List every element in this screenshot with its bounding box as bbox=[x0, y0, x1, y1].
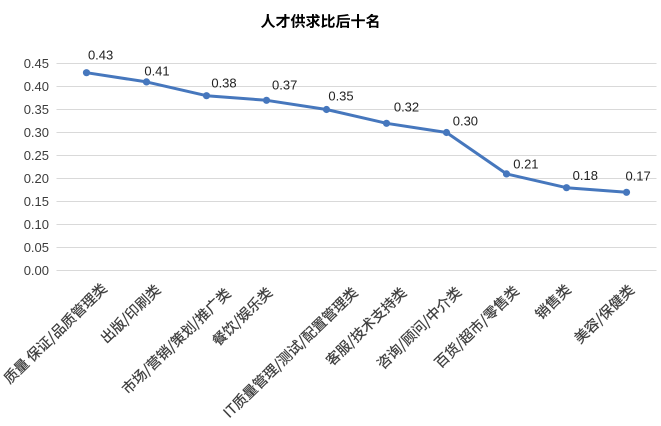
svg-text:0.00: 0.00 bbox=[24, 263, 49, 278]
svg-text:0.15: 0.15 bbox=[24, 194, 49, 209]
svg-text:0.30: 0.30 bbox=[453, 113, 478, 128]
svg-text:0.35: 0.35 bbox=[328, 89, 353, 104]
svg-text:0.45: 0.45 bbox=[24, 56, 49, 71]
svg-text:0.18: 0.18 bbox=[573, 168, 598, 183]
svg-text:0.20: 0.20 bbox=[24, 171, 49, 186]
svg-text:0.43: 0.43 bbox=[88, 48, 113, 63]
svg-text:0.38: 0.38 bbox=[211, 76, 236, 91]
svg-text:0.35: 0.35 bbox=[24, 102, 49, 117]
svg-text:0.32: 0.32 bbox=[394, 100, 419, 115]
svg-text:0.21: 0.21 bbox=[513, 156, 538, 171]
svg-text:0.05: 0.05 bbox=[24, 240, 49, 255]
svg-text:0.25: 0.25 bbox=[24, 148, 49, 163]
svg-text:0.37: 0.37 bbox=[272, 78, 297, 93]
svg-text:0.30: 0.30 bbox=[24, 125, 49, 140]
svg-text:0.41: 0.41 bbox=[144, 63, 169, 78]
svg-text:0.40: 0.40 bbox=[24, 79, 49, 94]
svg-text:0.10: 0.10 bbox=[24, 217, 49, 232]
svg-text:0.17: 0.17 bbox=[625, 168, 650, 183]
